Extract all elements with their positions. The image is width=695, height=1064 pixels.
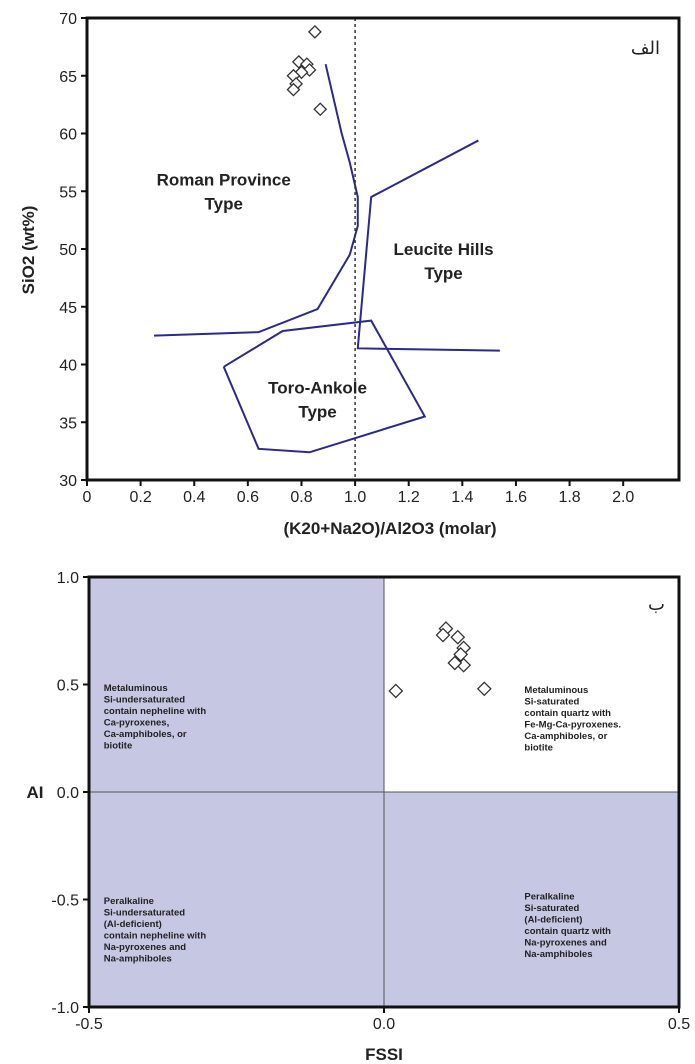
b-quadrant-label: Metaluminous Si-saturated contain quartz w… bbox=[524, 685, 621, 754]
a-region-label-line: Toro-Ankole bbox=[268, 378, 367, 397]
b-quadrant-label: Metaluminous Si-undersaturated contain nep… bbox=[104, 683, 207, 752]
a-plot-frame bbox=[85, 16, 681, 482]
a-panel-label: الف bbox=[631, 38, 660, 59]
b-quadrant-label-line: Ca-amphiboles, or bbox=[104, 729, 187, 740]
a-x-tick-label: 1.4 bbox=[451, 489, 473, 506]
b-quadrant-label-line: Ca-amphiboles, or bbox=[524, 731, 607, 742]
b-quadrant-label-line: (Al-deficient) bbox=[524, 915, 582, 926]
b-data-point bbox=[435, 627, 451, 643]
a-region-label-line: Type bbox=[298, 402, 336, 421]
a-region-label: Toro-Ankole Type bbox=[268, 378, 367, 421]
a-y-tick-label: 40 bbox=[59, 358, 77, 375]
a-region-label: Roman Province Type bbox=[157, 170, 291, 213]
a-points bbox=[286, 24, 328, 117]
a-data-point bbox=[313, 102, 328, 117]
a-x-tick-label: 1.8 bbox=[558, 489, 580, 506]
b-x-ticks: -0.5 0.0 0.5 bbox=[75, 1007, 690, 1033]
a-x-tick-label: 0.2 bbox=[129, 489, 151, 506]
b-data-point bbox=[450, 629, 466, 645]
a-region-label: Leucite Hills Type bbox=[393, 240, 493, 283]
b-y-tick-label: 1.0 bbox=[57, 570, 79, 587]
b-x-axis-title: FSSI bbox=[365, 1045, 403, 1064]
a-x-tick-label: 2.0 bbox=[612, 489, 634, 506]
a-y-tick-label: 50 bbox=[59, 242, 77, 259]
a-region-label-line: Roman Province bbox=[157, 170, 291, 189]
b-quadrant-label-line: Peralkaline bbox=[104, 896, 154, 907]
b-y-tick-label: -1.0 bbox=[51, 1000, 79, 1017]
b-quadrant-label-line: (Al-deficient) bbox=[104, 919, 162, 930]
a-region-label-line: Type bbox=[205, 194, 243, 213]
b-panel-label: ب bbox=[648, 594, 665, 615]
b-quadrant-label-line: Na-amphiboles bbox=[104, 953, 172, 964]
a-region-label-line: Leucite Hills bbox=[393, 240, 493, 259]
b-quadrant-label-line: Si-undersaturated bbox=[104, 907, 185, 918]
b-points bbox=[388, 621, 492, 699]
a-y-tick-label: 70 bbox=[59, 11, 77, 28]
b-y-tick-label: 0.5 bbox=[57, 678, 79, 695]
panel-b-chart: -0.5 0.0 0.5 -1.0-0.50.00.51.0 Metaluminou… bbox=[27, 570, 691, 1064]
a-x-tick-label: 1.6 bbox=[505, 489, 527, 506]
a-y-tick-label: 55 bbox=[59, 184, 77, 201]
a-y-ticks: 30 35 40 45 50 55 60 65 70 bbox=[59, 11, 87, 490]
b-quadrant-label-line: contain quartz with bbox=[524, 926, 611, 937]
a-y-tick-label: 45 bbox=[59, 300, 77, 317]
b-quadrant-label-line: Metaluminous bbox=[524, 685, 588, 696]
b-data-point bbox=[447, 655, 463, 671]
b-quadrant-label-line: contain nepheline with bbox=[104, 930, 207, 941]
b-quadrant-label: Peralkaline Si-saturated (Al-deficient) con… bbox=[524, 892, 611, 961]
b-y-axis-title: AI bbox=[27, 783, 44, 802]
a-y-tick-label: 65 bbox=[59, 69, 77, 86]
b-quadrant-label-line: contain nepheline with bbox=[104, 706, 207, 717]
a-x-tick-label: 0 bbox=[83, 489, 92, 506]
a-y-tick-label: 60 bbox=[59, 127, 77, 144]
b-quadrant-label-line: Na-pyroxenes and bbox=[104, 942, 187, 953]
b-quadrant-label-line: Metaluminous bbox=[104, 683, 168, 694]
a-data-point bbox=[286, 82, 301, 97]
a-y-tick-label: 30 bbox=[59, 473, 77, 490]
b-x-tick-label: -0.5 bbox=[75, 1016, 103, 1033]
b-shade-lower-right bbox=[384, 792, 679, 1007]
b-x-tick-label: 0.5 bbox=[668, 1016, 690, 1033]
b-quadrant-label-line: Si-undersaturated bbox=[104, 694, 185, 705]
b-quadrant-label-line: Fe-Mg-Ca-pyroxenes. bbox=[524, 720, 621, 731]
b-quadrant-label-line: contain quartz with bbox=[524, 708, 611, 719]
b-quadrant-label-line: Peralkaline bbox=[524, 892, 574, 903]
b-quadrant-label-line: Na-amphiboles bbox=[524, 949, 592, 960]
a-boundaries bbox=[153, 63, 500, 454]
b-quadrant-label: Peralkaline Si-undersaturated (Al-deficien… bbox=[104, 896, 207, 965]
b-y-ticks: -1.0 -0.5 0.0 0.5 1.0 bbox=[51, 570, 89, 1017]
b-quadrant-label-line: biotite bbox=[104, 740, 133, 751]
b-quadrant-labels: Metaluminous Si-undersaturated contain nep… bbox=[104, 683, 621, 964]
a-x-tick-label: 1.0 bbox=[344, 489, 366, 506]
b-quadrant-label-line: Si-saturated bbox=[524, 903, 579, 914]
a-boundary-line bbox=[153, 63, 359, 337]
a-boundary-line bbox=[222, 319, 427, 454]
b-data-point bbox=[388, 683, 404, 699]
a-x-tick-label: 0.8 bbox=[290, 489, 312, 506]
a-data-point bbox=[307, 24, 322, 39]
a-x-tick-label: 0.6 bbox=[237, 489, 259, 506]
b-y-tick-label: -0.5 bbox=[51, 893, 79, 910]
a-region-label-line: Type bbox=[424, 264, 462, 283]
b-y-tick-label: 0.0 bbox=[57, 785, 79, 802]
a-x-tick-label: 1.2 bbox=[398, 489, 420, 506]
b-shade-upper-left bbox=[89, 577, 384, 792]
b-data-point bbox=[476, 681, 492, 697]
b-quadrant-label-line: Si-saturated bbox=[524, 697, 579, 708]
a-x-axis-title: (K20+Na2O)/Al2O3 (molar) bbox=[283, 519, 496, 538]
a-boundary-line bbox=[356, 139, 500, 352]
a-x-tick-label: 0.4 bbox=[183, 489, 205, 506]
b-quadrant-label-line: Na-pyroxenes and bbox=[524, 938, 607, 949]
b-quadrant-label-line: biotite bbox=[524, 743, 553, 754]
b-x-tick-label: 0.0 bbox=[373, 1016, 395, 1033]
panel-a-chart: 0 0.2 0.4 0.6 0.8 1.0 1.2 1.4 1.6 1.8 2.0 30 35 40 45… bbox=[19, 11, 681, 538]
b-shade-lower-left bbox=[89, 792, 384, 1007]
a-y-tick-label: 35 bbox=[59, 415, 77, 432]
a-x-ticks: 0 0.2 0.4 0.6 0.8 1.0 1.2 1.4 1.6 1.8 2.0 bbox=[83, 480, 634, 506]
b-quadrant-label-line: Ca-pyroxenes, bbox=[104, 717, 169, 728]
a-y-axis-title: SiO2 (wt%) bbox=[19, 206, 38, 295]
